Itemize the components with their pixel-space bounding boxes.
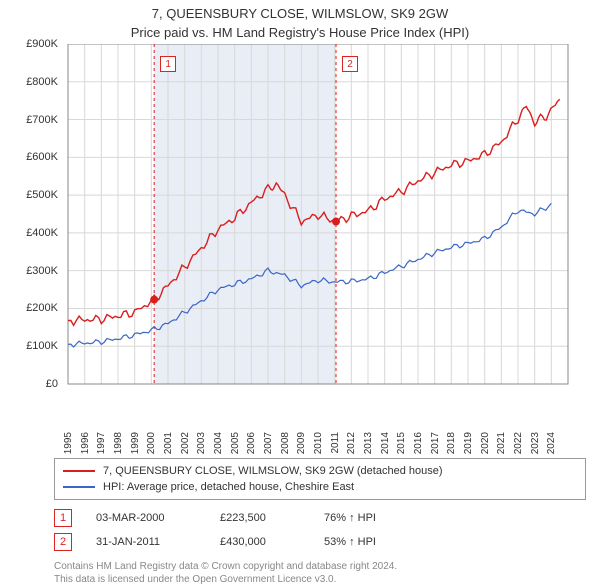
x-axis-label: 1995 [63,432,74,454]
x-axis-label: 1996 [80,432,91,454]
sale-row: 2 31-JAN-2011 £430,000 53% ↑ HPI [54,530,586,554]
sale-marker-badge: 2 [342,56,358,72]
sale-marker-badge: 1 [160,56,176,72]
y-axis-label: £900K [8,38,58,50]
sale-price: £430,000 [220,536,300,548]
legend-row: 7, QUEENSBURY CLOSE, WILMSLOW, SK9 2GW (… [63,463,577,479]
legend-swatch [63,470,95,472]
x-axis-label: 1999 [130,432,141,454]
chart-subtitle: Price paid vs. HM Land Registry's House … [0,21,600,44]
x-axis-label: 2004 [213,432,224,454]
legend-row: HPI: Average price, detached house, Ches… [63,479,577,495]
x-axis-label: 2005 [230,432,241,454]
x-axis-label: 2024 [546,432,557,454]
legend-label: HPI: Average price, detached house, Ches… [103,481,354,493]
x-axis-label: 2021 [496,432,507,454]
x-axis-label: 2018 [446,432,457,454]
x-axis-label: 2023 [530,432,541,454]
legend: 7, QUEENSBURY CLOSE, WILMSLOW, SK9 2GW (… [54,458,586,500]
y-axis-label: £200K [8,302,58,314]
sale-price: £223,500 [220,512,300,524]
x-axis-label: 2002 [180,432,191,454]
sale-date: 31-JAN-2011 [96,536,196,548]
y-axis-label: £500K [8,189,58,201]
sale-badge: 1 [54,509,72,527]
y-axis-label: £600K [8,151,58,163]
sales-table: 1 03-MAR-2000 £223,500 76% ↑ HPI 2 31-JAN-201… [54,506,586,554]
x-axis-label: 2020 [480,432,491,454]
x-axis-label: 2001 [163,432,174,454]
x-axis-label: 2006 [246,432,257,454]
y-axis-label: £800K [8,76,58,88]
footer-attribution: Contains HM Land Registry data © Crown c… [54,560,586,586]
chart-svg [14,44,574,424]
x-axis-label: 2000 [146,432,157,454]
footer-line-1: Contains HM Land Registry data © Crown c… [54,560,586,573]
x-axis-label: 2012 [346,432,357,454]
legend-label: 7, QUEENSBURY CLOSE, WILMSLOW, SK9 2GW (… [103,465,443,477]
sale-badge: 2 [54,533,72,551]
sale-pct: 76% ↑ HPI [324,512,404,524]
x-axis-label: 2016 [413,432,424,454]
y-axis-label: £700K [8,114,58,126]
y-axis-label: £100K [8,340,58,352]
x-axis-label: 2011 [330,432,341,454]
x-axis-label: 2014 [380,432,391,454]
chart-container: 7, QUEENSBURY CLOSE, WILMSLOW, SK9 2GW P… [0,0,600,560]
x-axis-label: 2009 [296,432,307,454]
x-axis-label: 2010 [313,432,324,454]
sale-date: 03-MAR-2000 [96,512,196,524]
y-axis-label: £300K [8,265,58,277]
x-axis-label: 1998 [113,432,124,454]
x-axis-label: 2008 [280,432,291,454]
footer-line-2: This data is licensed under the Open Gov… [54,573,586,586]
x-axis-label: 2007 [263,432,274,454]
sale-pct: 53% ↑ HPI [324,536,404,548]
chart-title: 7, QUEENSBURY CLOSE, WILMSLOW, SK9 2GW [0,0,600,21]
x-axis-label: 2019 [463,432,474,454]
x-axis-label: 2013 [363,432,374,454]
x-axis-label: 2003 [196,432,207,454]
y-axis-label: £0 [8,378,58,390]
sale-row: 1 03-MAR-2000 £223,500 76% ↑ HPI [54,506,586,530]
x-axis-label: 2015 [396,432,407,454]
legend-swatch [63,486,95,488]
x-axis-label: 2017 [430,432,441,454]
y-axis-label: £400K [8,227,58,239]
x-axis-label: 2022 [513,432,524,454]
chart-area: £0£100K£200K£300K£400K£500K£600K£700K£80… [14,44,574,424]
x-axis-label: 1997 [96,432,107,454]
